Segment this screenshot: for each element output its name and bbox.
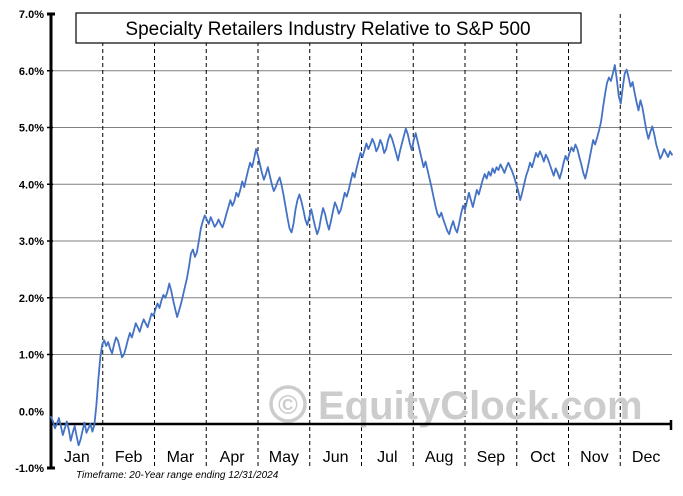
x-axis-tick-labels: Jan Feb Mar Apr May Jun Jul Aug Sep Oct Nov Dec [64,449,660,466]
x-tick-label-nov: Nov [580,449,608,466]
x-tick-label-mar: Mar [167,449,195,466]
y-tick-label-2: 5.0% [19,123,44,135]
y-tick-label-1: 6.0% [19,66,44,78]
x-tick-label-jan: Jan [64,449,90,466]
x-tick-label-sep: Sep [477,449,506,466]
x-tick-label-jun: Jun [323,449,349,466]
copyright-glyph: © [278,390,298,420]
vertical-month-gridlines [102,14,621,468]
timeframe-note: Timeframe: 20-Year range ending 12/31/20… [76,470,279,481]
x-tick-label-may: May [269,449,299,466]
y-axis-tick-labels: 7.0% 6.0% 5.0% 4.0% 3.0% 2.0% 1.0% 0.0% -1.0% [15,9,44,475]
y-tick-label-5: 2.0% [19,293,44,305]
chart-title-box: Specialty Retailers Industry Relative to… [75,12,582,44]
x-tick-label-apr: Apr [220,449,246,466]
title-box-frame [75,12,582,44]
y-tick-label-0: 7.0% [19,9,44,21]
y-tick-label-4: 3.0% [19,236,44,248]
chart-title: Specialty Retailers Industry Relative to… [125,19,530,40]
price-series-line [50,64,673,447]
y-tick-label-6: 1.0% [19,350,44,362]
y-tick-label-8: -1.0% [15,463,44,475]
y-tick-label-3: 4.0% [19,179,44,191]
x-tick-label-feb: Feb [115,449,143,466]
copyright-icon: © [269,385,307,423]
x-tick-label-dec: Dec [632,449,660,466]
x-tick-label-aug: Aug [425,449,453,466]
x-tick-label-oct: Oct [530,449,555,466]
x-tick-label-jul: Jul [377,449,397,466]
watermark: © EquityClock.com [269,384,643,428]
y-tick-label-7: 0.0% [19,406,44,418]
watermark-label: EquityClock.com [318,384,643,428]
